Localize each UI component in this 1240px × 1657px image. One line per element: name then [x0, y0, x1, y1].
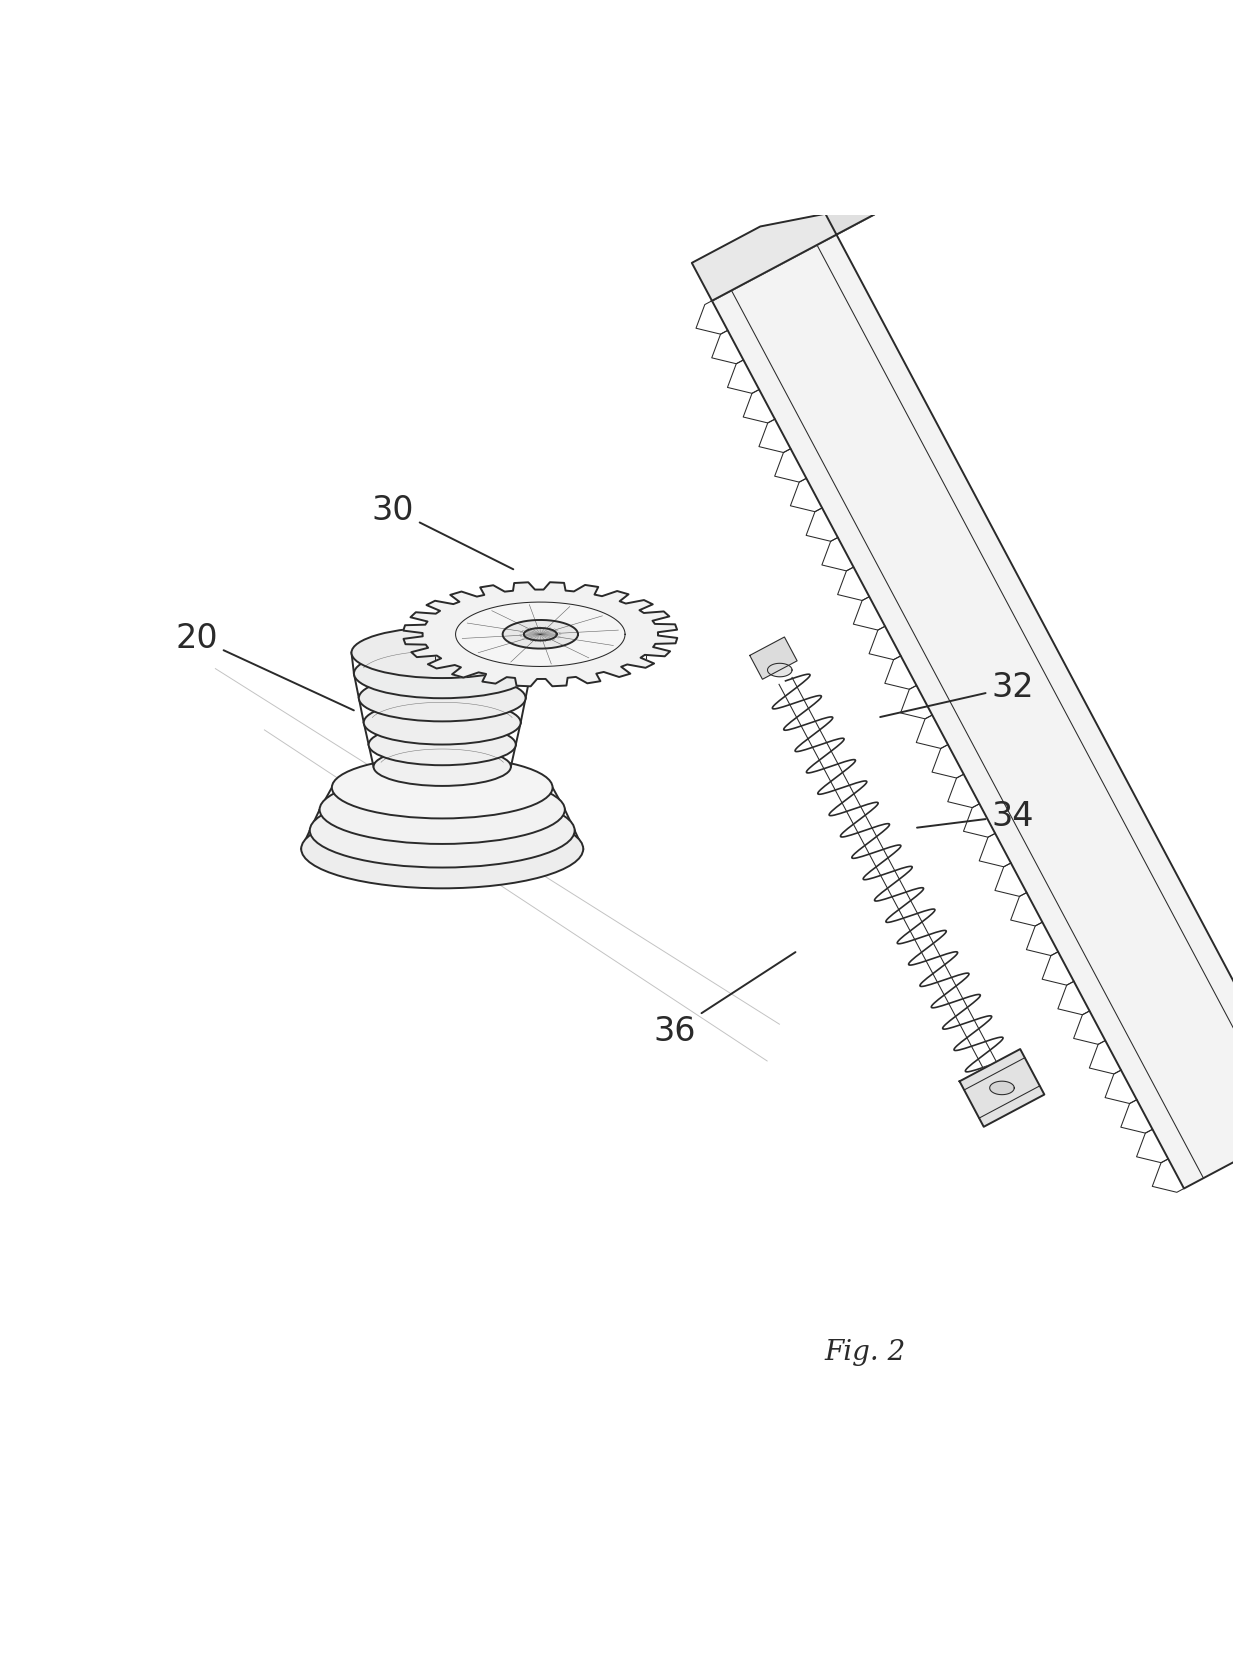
Polygon shape [523, 628, 557, 641]
Text: 32: 32 [880, 671, 1034, 717]
Ellipse shape [353, 650, 531, 699]
Polygon shape [822, 189, 874, 235]
Polygon shape [712, 235, 1240, 1188]
Polygon shape [403, 583, 677, 688]
Polygon shape [990, 1082, 1014, 1095]
Ellipse shape [358, 676, 526, 722]
Ellipse shape [373, 747, 511, 787]
Ellipse shape [368, 724, 516, 766]
Text: 34: 34 [918, 800, 1034, 833]
Ellipse shape [310, 794, 574, 868]
Ellipse shape [301, 810, 583, 888]
Polygon shape [960, 1049, 1044, 1127]
Ellipse shape [351, 628, 533, 679]
Polygon shape [750, 638, 797, 679]
Polygon shape [768, 664, 792, 678]
Ellipse shape [320, 775, 565, 845]
Text: 36: 36 [653, 953, 795, 1047]
Text: 30: 30 [372, 494, 513, 570]
Ellipse shape [363, 701, 521, 746]
Polygon shape [455, 603, 625, 668]
Ellipse shape [332, 757, 553, 819]
Text: Fig. 2: Fig. 2 [825, 1339, 906, 1365]
Polygon shape [692, 199, 905, 302]
Text: 20: 20 [176, 621, 353, 711]
Polygon shape [502, 621, 578, 650]
